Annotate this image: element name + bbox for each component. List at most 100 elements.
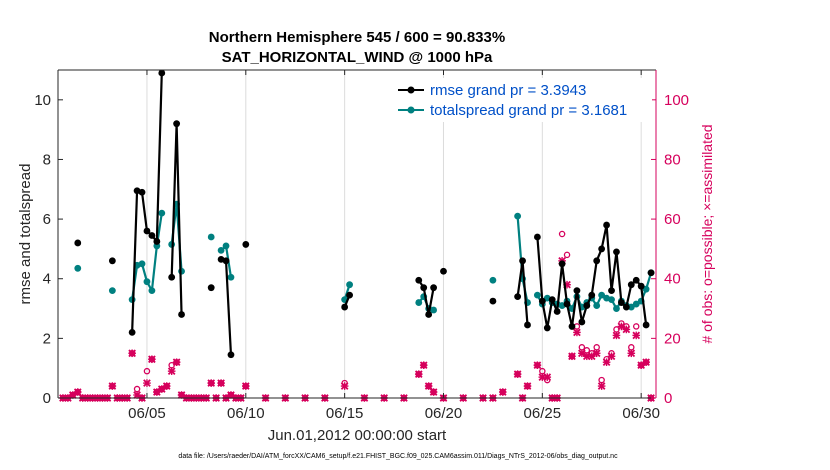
spread-point [598,291,606,299]
rmse-point [642,321,650,329]
obs-assimilated-point [627,349,636,358]
rmse-point [346,291,353,299]
rmse-point [593,257,601,265]
x-axis-label: Jun.01,2012 00:00:00 start [268,427,447,444]
legend-box [392,78,652,122]
spread-point [108,287,116,295]
spread-point [514,212,522,220]
spread-point [143,278,151,286]
rmse-point [647,269,655,277]
obs-assimilated-point [217,379,225,387]
x-tick-label: 06/05 [128,405,166,422]
rmse-point [533,233,541,241]
spread-point [158,209,166,217]
x-tick-label: 06/20 [425,405,463,422]
obs-assimilated-point [523,382,532,390]
rmse-point [138,188,146,196]
spread-point [148,287,156,295]
obs-assimilated-point [340,382,349,390]
spread-point [533,291,541,299]
legend: rmse grand pr = 3.3943 totalspread grand… [392,78,652,122]
rmse-point [153,238,161,245]
obs-assimilated-point [498,388,507,396]
axes: 06/05 06/10 06/15 06/20 06/25 06/300246810020… [34,69,689,422]
rmse-point [420,284,428,292]
y2-tick-label: 80 [664,151,681,168]
rmse-point [613,248,620,256]
legend-spread-marker [407,106,415,114]
rmse-point [627,281,635,289]
rmse-point [143,227,151,235]
obs-assimilated-point [632,331,641,340]
rmse-point [632,276,640,284]
x-tick-label: 06/25 [524,405,562,422]
spread-point [74,264,82,272]
rmse-point [568,323,576,330]
rmse-point [538,297,546,305]
obs-assimilated-point [513,370,522,378]
rmse-point [158,69,166,77]
rmse-point [222,257,230,265]
y-tick-label: 4 [43,271,51,288]
chart-title: Northern Hemisphere 545 / 600 = 90.833% [209,29,505,46]
obs-assimilated-point [128,349,136,358]
obs-assimilated-point [602,358,611,367]
obs-assimilated-point [587,352,596,361]
data-file-footnote: data file: /Users/raeder/DAI/ATM_forcXX/… [178,453,618,460]
y2-axis-label: # of obs: o=possible; ×=assimilated [699,124,715,343]
spread-point [415,299,423,306]
y-tick-label: 0 [43,390,51,407]
rmse-point [227,351,235,359]
rmse-point [178,311,185,318]
chart-subtitle: SAT_HORIZONTAL_WIND @ 1000 hPa [222,49,493,66]
obs-possible-point [632,323,640,330]
obs-assimilated-point [429,388,438,396]
rmse-point [519,257,526,265]
rmse-line-segment [417,279,435,316]
rmse-point [430,284,438,292]
obs-assimilated-point [414,370,423,378]
rmse-point [573,287,581,295]
line-series [74,69,655,359]
rmse-point [583,302,591,309]
obs-assimilated-point [612,331,621,340]
spread-point [489,276,497,284]
spread-point [138,260,146,268]
obs-assimilated-point [637,361,646,370]
rmse-point [543,324,551,332]
x-tick-label: 06/15 [326,405,364,422]
y2-tick-label: 0 [664,390,672,407]
rmse-point [598,245,606,253]
rmse-point [524,321,531,329]
x-tick-label: 06/10 [227,405,265,422]
obs-assimilated-point [597,382,606,390]
obs-assimilated-point [167,367,176,376]
spread-point [217,247,225,254]
rmse-point [637,282,645,290]
y-tick-label: 2 [43,330,51,347]
spread-point [227,273,235,281]
spread-point [593,302,601,309]
obs-assimilated-point [533,361,542,370]
spread-point [346,281,353,289]
obs-assimilated-point [607,352,616,361]
spread-point [642,285,650,293]
rmse-point [548,296,556,303]
y2-tick-label: 40 [664,271,681,288]
obs-assimilated-point [592,349,601,358]
x-tick-label: 06/30 [622,405,660,422]
rmse-point [74,239,82,247]
rmse-point [128,329,136,336]
rmse-point [489,297,497,305]
spread-point [207,233,215,241]
obs-assimilated-point [568,352,576,361]
y2-tick-label: 20 [664,330,681,347]
obs-assimilated-point [108,382,117,390]
spread-point [613,305,620,312]
obs-assimilated-point [148,355,156,364]
rmse-point [618,299,625,306]
rmse-point [553,308,561,315]
y-tick-label: 8 [43,151,51,168]
spread-point [430,306,438,314]
